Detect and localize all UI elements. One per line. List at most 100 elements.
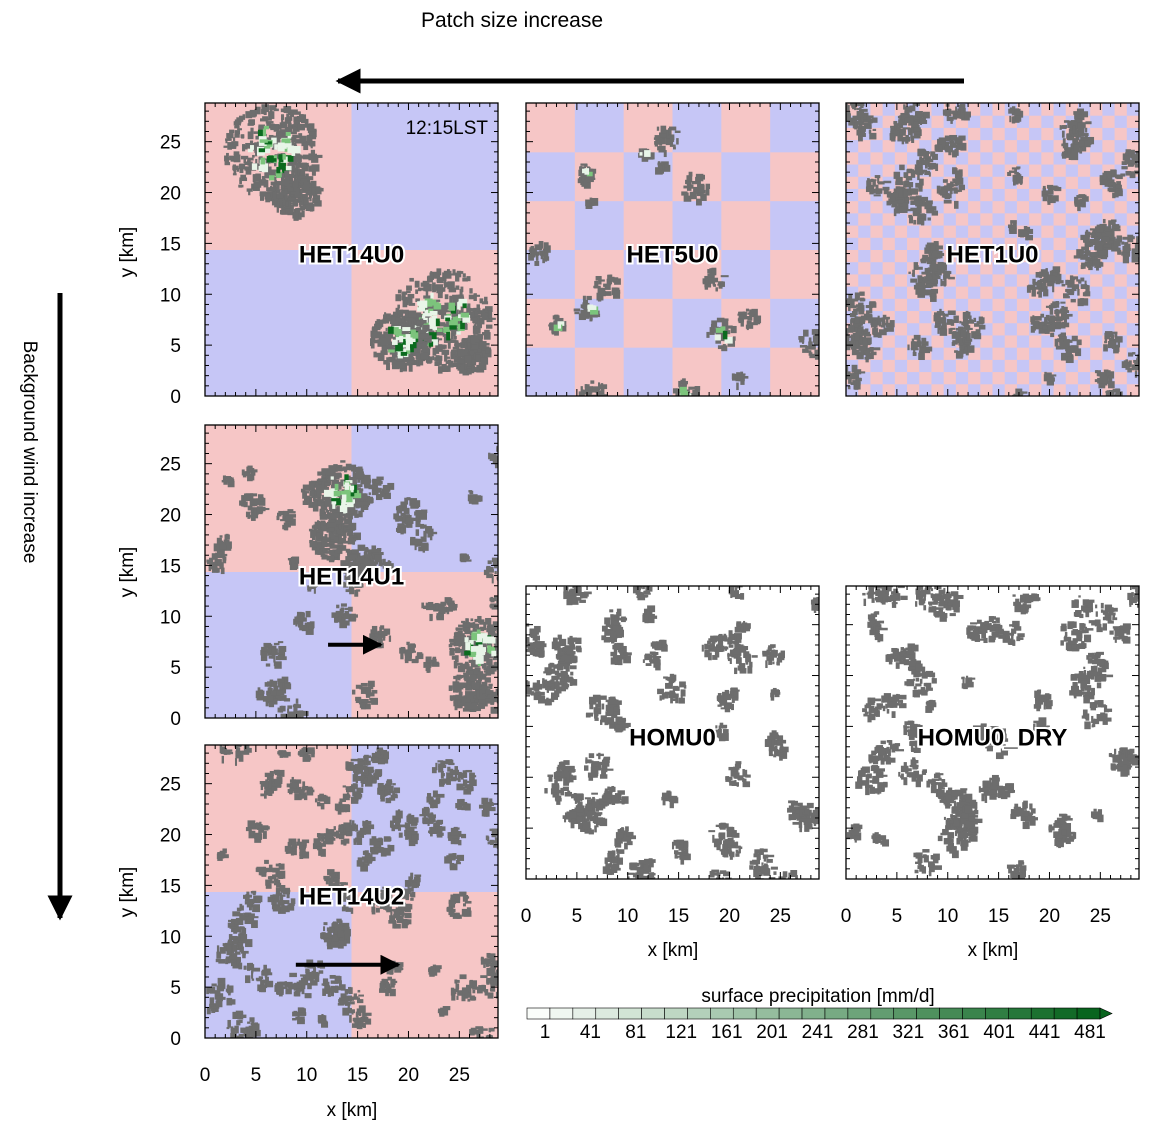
cloud-cell [697,184,705,193]
cloud-cell [865,186,872,193]
cloud-cell [375,486,378,492]
cloud-cell [383,314,387,321]
cloud-cell [355,697,362,704]
surface-patch [992,371,1006,385]
cloud-cell [1047,281,1051,285]
cloud-cell [734,373,738,379]
surface-patch [574,103,625,153]
surface-patch [351,103,498,250]
cloud-cell [266,681,272,687]
cloud-cell [293,120,300,126]
cloud-cell [1036,281,1041,285]
precip-cell [557,321,562,329]
cloud-cell [814,352,819,360]
surface-patch [955,298,969,312]
cloud-cell [580,309,588,315]
cloud-cell [472,310,479,317]
cloud-cell [939,328,948,336]
cloud-cell [1113,225,1121,229]
surface-patch [943,225,957,238]
cloud-cell [910,188,919,195]
cloud-cell [913,170,916,175]
cloud-cell [1127,369,1132,373]
surface-patch [955,359,969,373]
cloud-cell [1080,277,1085,282]
cloud-cell [303,710,308,715]
surface-patch [955,212,969,226]
cloud-cell [293,619,297,623]
cloud-cell [1122,255,1130,264]
cloud-cell [238,184,244,188]
cloud-cell [386,344,395,348]
cloud-cell [1011,117,1016,124]
cloud-cell [585,386,593,392]
cloud-cell [943,186,948,191]
cloud-cell [531,248,537,256]
cloud-cell [1101,236,1110,242]
cloud-cell [958,337,964,346]
cloud-cell [248,469,252,473]
cloud-cell [439,606,447,613]
cloud-cell [254,149,257,153]
surface-patch [1016,334,1030,348]
cloud-cell [488,310,493,319]
cloud-cell [284,188,288,192]
cloud-cell [614,290,619,299]
surface-patch [1004,322,1018,336]
cloud-cell [1124,242,1129,247]
cloud-cell [941,322,947,331]
surface-patch [858,261,871,275]
surface-patch [907,359,920,373]
cloud-cell [898,115,902,119]
surface-patch [968,359,981,373]
cloud-cell [376,319,380,323]
cloud-cell [480,357,489,365]
cloud-cell [428,668,431,673]
cloud-cell [865,328,869,332]
surface-patch [1041,225,1055,238]
cloud-cell [590,380,595,384]
cloud-cell [966,332,971,341]
surface-patch [1004,273,1018,287]
cloud-cell [310,580,315,584]
cloud-cell [1089,239,1096,246]
cloud-cell [274,202,280,208]
cloud-cell [219,535,223,538]
surface-patch [968,261,981,275]
cloud-cell [658,138,661,144]
cloud-cell [534,261,540,266]
cloud-cell [1093,252,1098,257]
y-tick-label: 20 [160,184,181,205]
cloud-cell [442,272,446,278]
cloud-cell [391,350,398,358]
surface-patch [1126,212,1139,226]
surface-patch [1102,139,1116,153]
surface-patch [1041,212,1055,226]
cloud-cell [877,175,880,184]
cloud-cell [289,131,297,135]
cloud-cell [265,663,271,667]
cloud-cell [255,106,261,115]
surface-patch [968,273,981,287]
cloud-cell [1074,141,1080,145]
cloud-cell [257,494,264,500]
cloud-cell [500,455,505,461]
surface-patch [858,249,871,263]
cloud-cell [1062,142,1069,149]
cloud-cell [939,308,942,312]
surface-patch [907,322,920,336]
cloud-cell [851,320,856,323]
cloud-cell [300,194,308,200]
surface-patch [943,249,957,263]
cloud-cell [478,363,486,370]
cloud-cell [354,589,359,597]
cloud-cell [1071,148,1078,156]
cloud-cell [958,189,962,192]
cloud-cell [252,154,255,158]
cloud-cell [477,320,480,325]
cloud-cell [869,188,874,195]
cloud-cell [408,356,414,361]
cloud-cell [339,573,343,580]
cloud-cell [280,705,286,712]
